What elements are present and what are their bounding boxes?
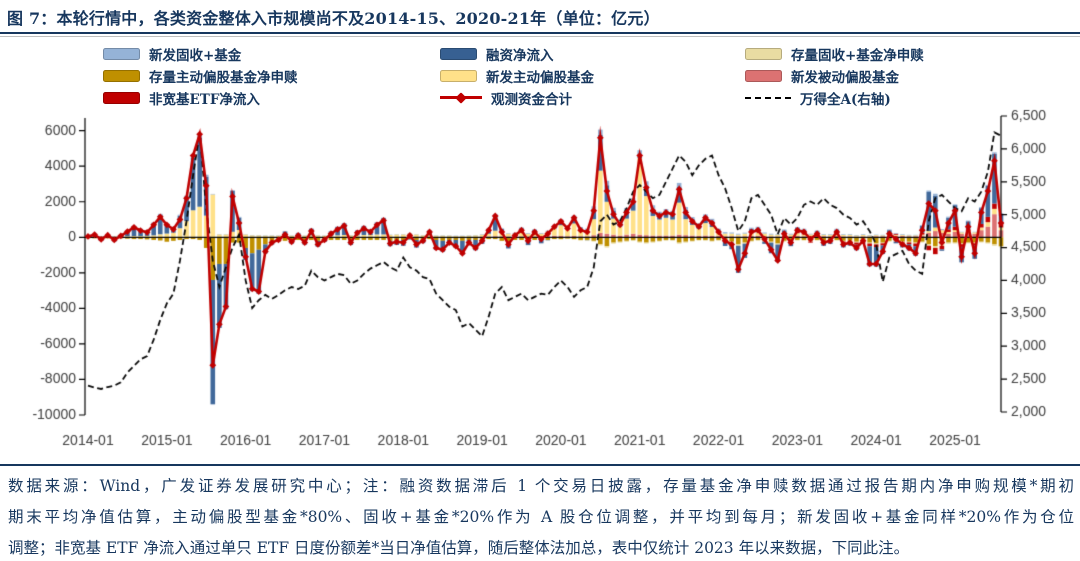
legend-swatch-icon — [103, 91, 140, 104]
footnote-rule — [0, 464, 1080, 466]
legend-dash-line-icon — [745, 96, 791, 99]
legend-swatch-icon — [745, 47, 782, 60]
legend-item-label: 融资净流入 — [486, 47, 554, 64]
legend-item-new-active-equity-fund: 新发主动偏股基金 — [440, 69, 594, 86]
legend-item-wind-all-a-index: 万得全A(右轴) — [745, 91, 891, 108]
legend-item-new-fixed-income-plus-fund: 新发固收+基金 — [103, 47, 241, 64]
legend-item-label: 观测资金合计 — [491, 91, 572, 108]
legend-item-margin-net-inflow: 融资净流入 — [440, 47, 554, 64]
legend-swatch-icon — [103, 69, 140, 82]
source-note-line-3: 调整；非宽基 ETF 净流入通过单只 ETF 日度份额差*当日净值估算，随后整体… — [8, 539, 910, 557]
legend-swatch-icon — [440, 69, 477, 82]
source-note-line-2: 期末平均净值估算，主动偏股型基金*80%、固收+基金*20%作为 A 股仓位调整… — [8, 508, 1074, 526]
legend-item-existing-fixed-income-plus-net-redemption: 存量固收+基金净申赎 — [745, 47, 924, 64]
legend-item-non-broad-etf-net-inflow: 非宽基ETF净流入 — [103, 91, 260, 108]
legend-item-label: 新发主动偏股基金 — [486, 69, 594, 86]
legend-swatch-icon — [440, 47, 477, 60]
source-note: 数据来源：Wind，广发证券发展研究中心；注：融资数据滞后 1 个交易日披露，存… — [8, 471, 1074, 561]
legend-item-existing-active-equity-net-redemption: 存量主动偏股基金净申赎 — [103, 69, 298, 86]
chart-legend: 新发固收+基金 存量主动偏股基金净申赎 非宽基ETF净流入 融资净流入 新发主动… — [0, 47, 1080, 109]
chart-plot-canvas — [0, 108, 1080, 458]
legend-item-label: 非宽基ETF净流入 — [149, 91, 260, 108]
legend-item-label: 存量固收+基金净申赎 — [791, 47, 924, 64]
legend-line-marker-icon — [440, 91, 482, 104]
legend-item-label: 新发被动偏股基金 — [791, 69, 899, 86]
source-note-line-1: 数据来源：Wind，广发证券发展研究中心；注：融资数据滞后 1 个交易日披露，存… — [8, 477, 1074, 495]
legend-swatch-icon — [103, 47, 140, 60]
legend-item-label: 新发固收+基金 — [149, 47, 242, 64]
legend-item-label: 万得全A(右轴) — [800, 91, 891, 108]
title-rule-gray — [0, 36, 1080, 37]
legend-swatch-icon — [745, 69, 782, 82]
title-rule-dark — [0, 32, 1080, 34]
page-title: 图 7：本轮行情中，各类资金整体入市规模尚不及2014-15、2020-21年（… — [7, 9, 660, 28]
legend-item-label: 存量主动偏股基金净申赎 — [149, 69, 298, 86]
legend-item-new-passive-equity-fund: 新发被动偏股基金 — [745, 69, 899, 86]
legend-item-observed-capital-total: 观测资金合计 — [440, 91, 572, 108]
